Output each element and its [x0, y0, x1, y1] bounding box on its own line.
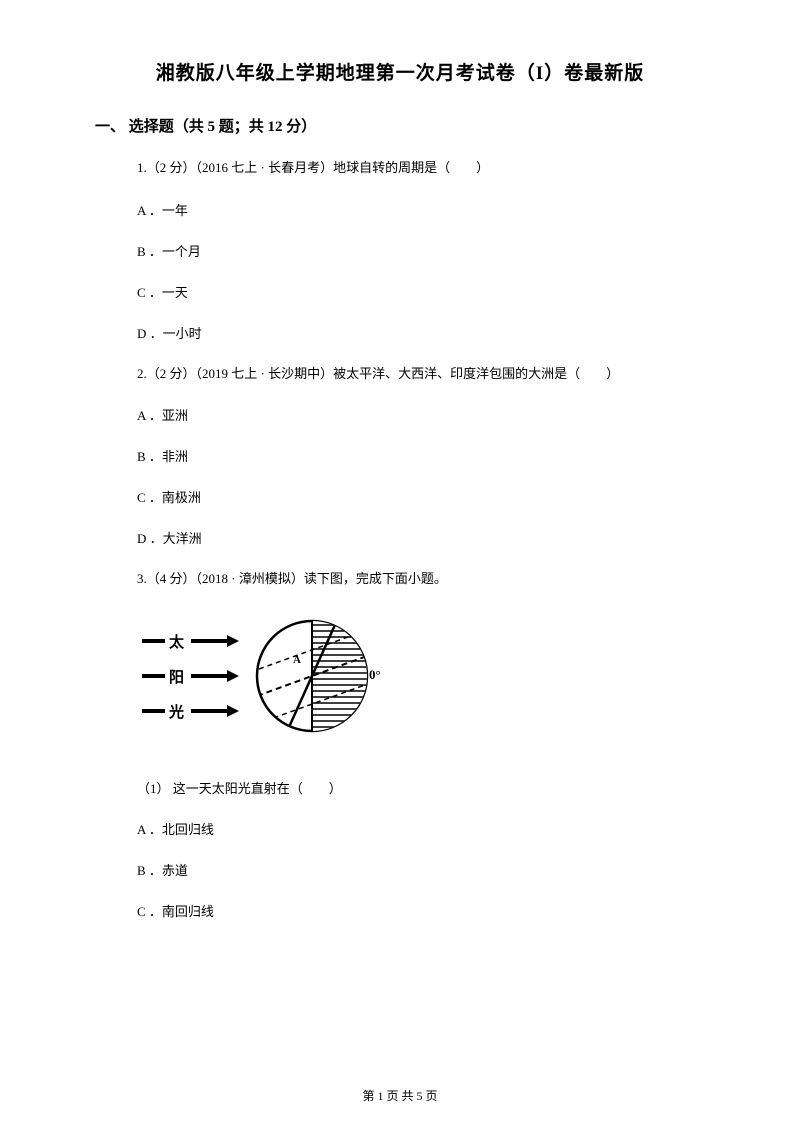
- question-3-stem: 3.（4 分）（2018 · 漳州模拟）读下图，完成下面小题。: [137, 569, 705, 589]
- question-3-option-a: A ．北回归线: [137, 819, 705, 838]
- svg-text:A: A: [293, 654, 301, 666]
- question-3-sub1: （1） 这一天太阳光直射在（ ）: [137, 778, 705, 797]
- label-tai: 太: [169, 633, 185, 651]
- label-zero-degrees: 0°: [369, 667, 381, 682]
- question-1-option-a: A ．一年: [137, 200, 705, 219]
- question-3-option-c: C ．南回归线: [137, 901, 705, 920]
- question-3-option-b: B ．赤道: [137, 860, 705, 879]
- question-1-option-d: D ．一小时: [137, 323, 705, 342]
- sun-rays-icon: 太 阳 光: [142, 631, 239, 721]
- question-2-option-d: D ．大洋洲: [137, 528, 705, 547]
- question-2-option-a: A ．亚洲: [137, 405, 705, 424]
- question-2-option-b: B ．非洲: [137, 446, 705, 465]
- page-footer: 第 1 页 共 5 页: [0, 1087, 800, 1104]
- page-title: 湘教版八年级上学期地理第一次月考试卷（I）卷最新版: [95, 58, 705, 85]
- question-1-option-b: B ．一个月: [137, 241, 705, 260]
- question-1-stem: 1.（2 分）（2016 七上 · 长春月考）地球自转的周期是（ ）: [137, 158, 705, 178]
- label-yang: 阳: [169, 669, 184, 686]
- question-2-option-c: C ．南极洲: [137, 487, 705, 506]
- earth-globe-icon: A 0°: [257, 616, 381, 736]
- label-guang: 光: [168, 703, 184, 721]
- section-header: 一、 选择题（共 5 题；共 12 分）: [95, 115, 705, 136]
- earth-diagram: 太 阳 光: [137, 611, 705, 756]
- question-2-stem: 2.（2 分）（2019 七上 · 长沙期中）被太平洋、大西洋、印度洋包围的大洲…: [137, 364, 705, 384]
- question-1-option-c: C ．一天: [137, 282, 705, 301]
